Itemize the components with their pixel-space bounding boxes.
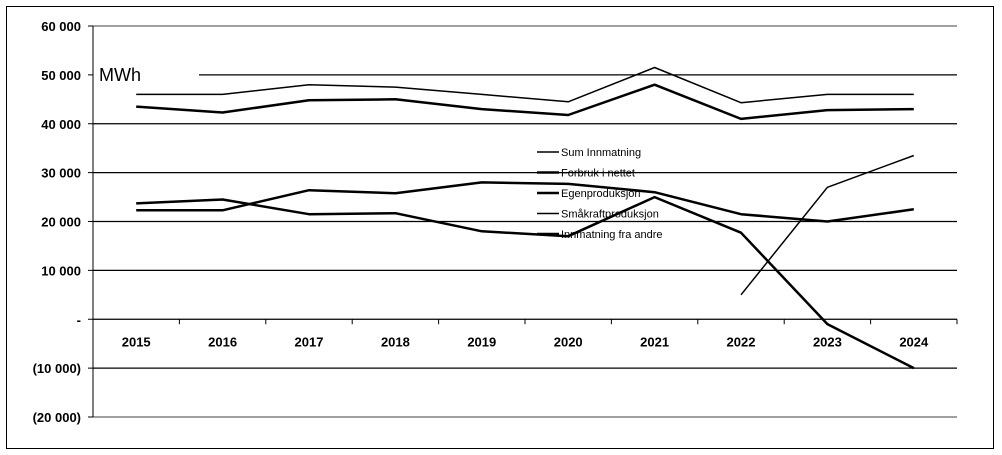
y-tick-label: - (77, 312, 81, 327)
grid-lines (93, 25, 957, 418)
x-tick-label: 2017 (295, 334, 324, 349)
x-tick-label: 2016 (208, 334, 237, 349)
y-tick-label: (20 000) (33, 410, 81, 425)
series-line (136, 83, 914, 121)
x-tick-label: 2023 (813, 334, 842, 349)
y-tick-label: (10 000) (33, 361, 81, 376)
unit-label: MWh (99, 65, 141, 85)
legend-label: Småkraftproduksjon (561, 209, 659, 221)
x-tick-label: 2018 (381, 334, 410, 349)
legend-label: Innmatning fra andre (561, 229, 663, 241)
y-tick-label: 40 000 (41, 117, 81, 132)
y-tick-label: 60 000 (41, 19, 81, 34)
series-lines (136, 66, 915, 370)
legend: Sum Innmatning Forbruk i nettet Egenproduk… (537, 147, 663, 241)
axes: 60 000 50 000 40 000 30 000 20 000 10 000 - (10… (33, 19, 958, 425)
legend-label: Forbruk i nettet (561, 168, 635, 180)
series-line (136, 181, 914, 223)
y-tick-label: 30 000 (41, 166, 81, 181)
x-tick-label: 2021 (640, 334, 669, 349)
legend-label: Egenproduksjon (561, 188, 641, 200)
legend-label: Sum Innmatning (561, 147, 641, 159)
y-tick-label: 50 000 (41, 68, 81, 83)
x-tick-label: 2015 (122, 334, 151, 349)
x-tick-label: 2022 (727, 334, 756, 349)
y-tick-label: 10 000 (41, 263, 81, 278)
line-chart: 60 000 50 000 40 000 30 000 20 000 10 000 - (10… (33, 19, 958, 425)
chart-frame: 60 000 50 000 40 000 30 000 20 000 10 000 - (10… (6, 6, 994, 449)
y-tick-label: 20 000 (41, 215, 81, 230)
x-tick-label: 2024 (899, 334, 929, 349)
x-tick-label: 2020 (554, 334, 583, 349)
series-line (136, 195, 915, 370)
x-tick-label: 2019 (467, 334, 496, 349)
series-line (136, 66, 914, 104)
series-line (740, 154, 915, 296)
